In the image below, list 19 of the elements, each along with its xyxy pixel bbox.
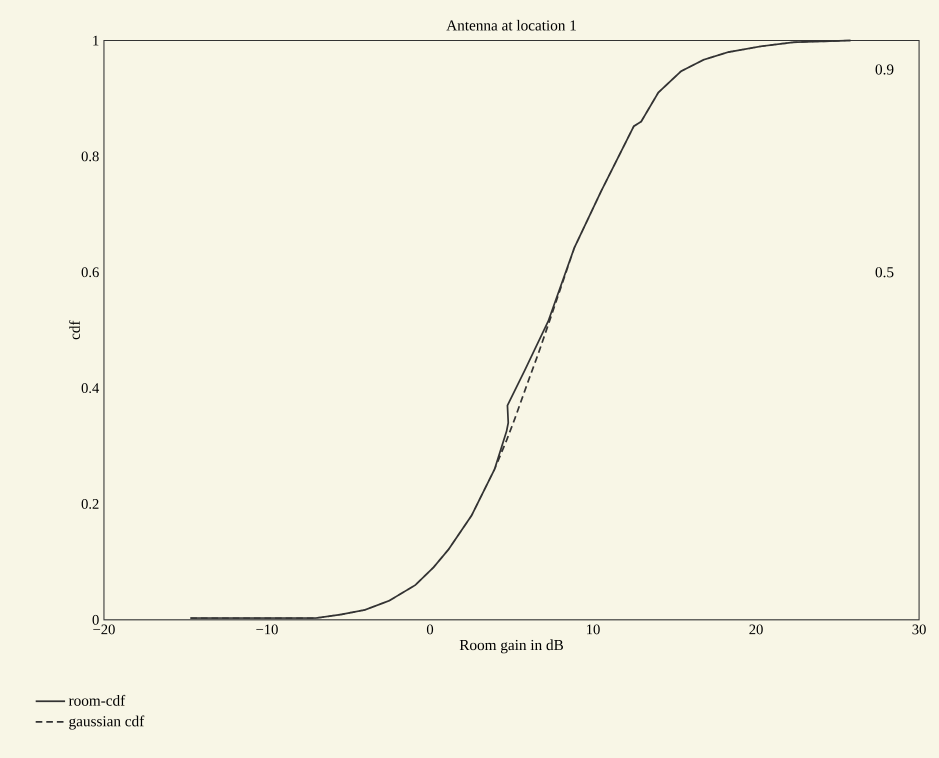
y-tick-label: 0.2 [82,498,98,509]
x-tick-label: 30 [912,624,926,634]
legend-label: gaussian cdf [69,715,144,730]
y-tick-label: 0.8 [82,151,99,162]
x-tick-label: 20 [749,624,763,634]
annotation: 0.9 [876,64,894,74]
y-tick-label: 0 [92,614,99,625]
x-tick-label: −20 [93,624,115,634]
legend-label: room-cdf [68,694,126,706]
x-tick-label: 0 [426,624,434,634]
chart-title: Antenna at location 1 [446,20,576,30]
y-tick-label: 1 [93,36,98,46]
y-axis-title: cdf [69,320,80,340]
annotation: 0.5 [876,266,894,278]
x-tick-label: 10 [587,624,600,634]
y-tick-label: 0.6 [82,267,99,278]
y-tick-label: 0.4 [82,383,100,393]
x-axis-title: Room gain in dB [460,639,563,654]
x-tick-label: −10 [256,624,278,634]
